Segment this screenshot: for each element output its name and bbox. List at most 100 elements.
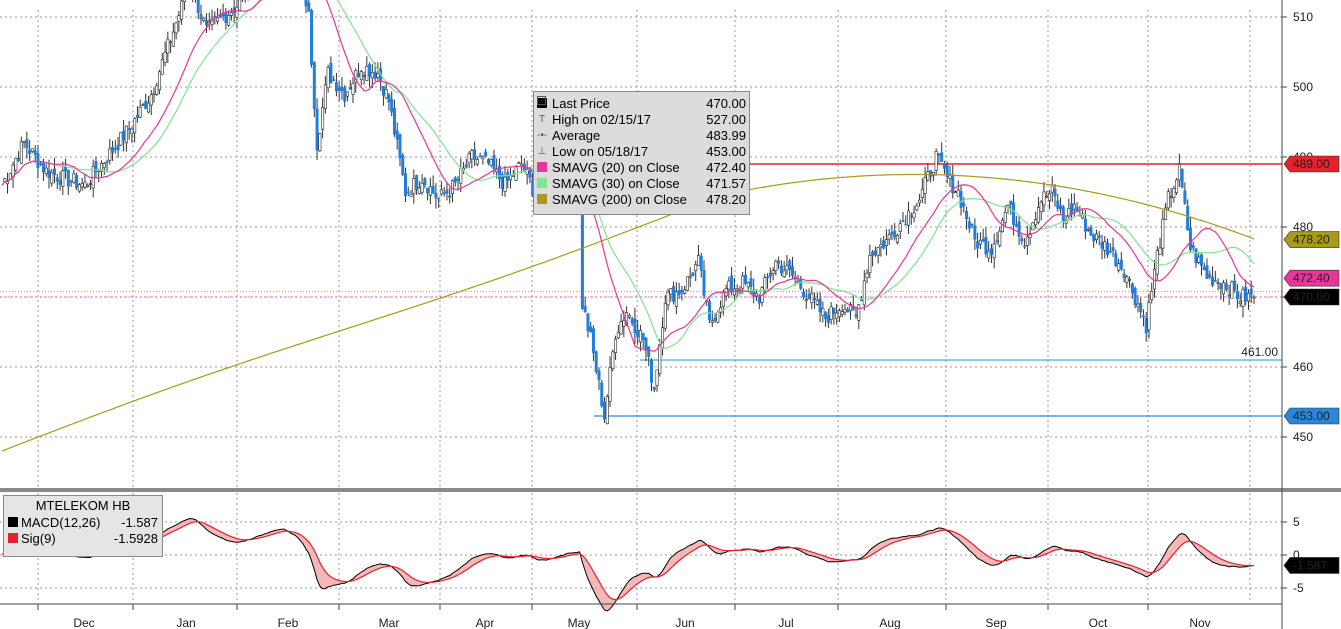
candle-body: [111, 146, 115, 153]
candle-body: [907, 210, 911, 226]
candle-body: [1056, 200, 1060, 209]
candle-body: [351, 83, 355, 95]
candle-body: [180, 0, 184, 20]
candle-body: [1222, 282, 1226, 295]
candle-body: [766, 276, 770, 279]
candle-body: [445, 189, 449, 194]
macd-y-tick-label: -5: [1293, 581, 1304, 595]
badge-489-label: 489.00: [1293, 157, 1330, 171]
candle-body: [94, 161, 98, 173]
candle-body: [66, 169, 70, 187]
candle-body: [1161, 218, 1165, 249]
candle-body: [312, 62, 316, 110]
candle-body: [500, 173, 504, 189]
candle-body: [1017, 221, 1021, 237]
candle-body: [415, 175, 419, 190]
candle-body: [1025, 236, 1029, 246]
candle-body: [1106, 242, 1110, 255]
candle-body: [1249, 288, 1253, 296]
candle-body: [456, 178, 460, 181]
candle-body: [1136, 303, 1140, 308]
candle-body: [840, 311, 844, 315]
candle-body: [1199, 254, 1203, 266]
candle-body: [1147, 302, 1151, 331]
candle-body: [113, 147, 117, 150]
candle-body: [603, 401, 607, 419]
candle-body: [854, 314, 858, 317]
candle-body: [406, 191, 410, 194]
candle-body: [1128, 278, 1132, 281]
candle-body: [594, 351, 598, 372]
candle-body: [50, 172, 54, 184]
candle-body: [1009, 200, 1013, 205]
candle-body: [730, 275, 734, 292]
legend-value: 472.40: [706, 159, 746, 175]
candle-body: [735, 288, 739, 291]
candle-body: [1191, 244, 1195, 249]
legend-value: 470.00: [706, 95, 746, 111]
candle-body: [926, 171, 930, 181]
candle-body: [945, 165, 949, 178]
candle-body: [221, 13, 225, 17]
candle-body: [685, 276, 689, 291]
candle-body: [362, 75, 366, 78]
collapse-square-icon[interactable]: −: [537, 96, 546, 105]
sma-30-line: [1, 0, 1255, 350]
candle-body: [608, 367, 612, 402]
candle-body: [1114, 253, 1118, 267]
candle-body: [799, 279, 803, 289]
candle-body: [343, 87, 347, 102]
candle-body: [804, 299, 808, 302]
legend-value: 483.99: [706, 127, 746, 143]
candle-body: [956, 189, 960, 197]
candle-body: [1235, 291, 1239, 300]
candle-body: [310, 10, 314, 65]
badge-macd-label: -1.587: [1293, 558, 1327, 572]
candle-body: [77, 184, 81, 192]
candle-body: [727, 280, 731, 290]
candle-body: [439, 189, 443, 195]
candle-body: [119, 132, 123, 146]
candle-body: [88, 183, 92, 185]
x-tick-label: Sep: [985, 616, 1007, 629]
candle-body: [1172, 188, 1176, 198]
candle-body: [616, 332, 620, 339]
candle-body: [467, 153, 471, 164]
candle-body: [655, 369, 659, 386]
candle-body: [821, 308, 825, 316]
macd-panel: [1, 517, 1255, 612]
candle-body: [423, 178, 427, 186]
candle-body: [752, 289, 756, 297]
candle-body: [835, 312, 839, 319]
candle-body: [417, 187, 421, 194]
candle-body: [464, 164, 468, 168]
candle-body: [636, 330, 640, 338]
candle-body: [323, 84, 327, 109]
legend-label: Last Price: [552, 95, 610, 111]
low-marker-icon: ⊥: [537, 145, 547, 157]
candle-body: [1244, 286, 1248, 302]
candle-body: [509, 175, 513, 181]
candle-body: [329, 62, 333, 83]
macd-y-tick-label: 5: [1293, 515, 1300, 529]
candle-body: [105, 161, 109, 164]
candle-body: [146, 102, 150, 113]
candle-body: [506, 172, 510, 181]
candle-body: [937, 153, 941, 156]
candle-body: [484, 151, 488, 157]
candle-body: [904, 223, 908, 226]
signal-line: [1, 521, 1255, 601]
candle-body: [898, 223, 902, 232]
candle-body: [1194, 248, 1198, 264]
candle-body: [130, 128, 134, 135]
candle-body: [122, 130, 126, 141]
candle-body: [86, 184, 90, 187]
legend-row: SMAVG (20) on Close 472.40: [537, 159, 746, 175]
legend-swatch: [537, 194, 547, 204]
candle-body: [649, 359, 653, 383]
sma-200-line: [1, 173, 1255, 452]
candle-body: [47, 169, 51, 179]
candle-body: [152, 92, 156, 95]
candle-body: [116, 144, 120, 151]
